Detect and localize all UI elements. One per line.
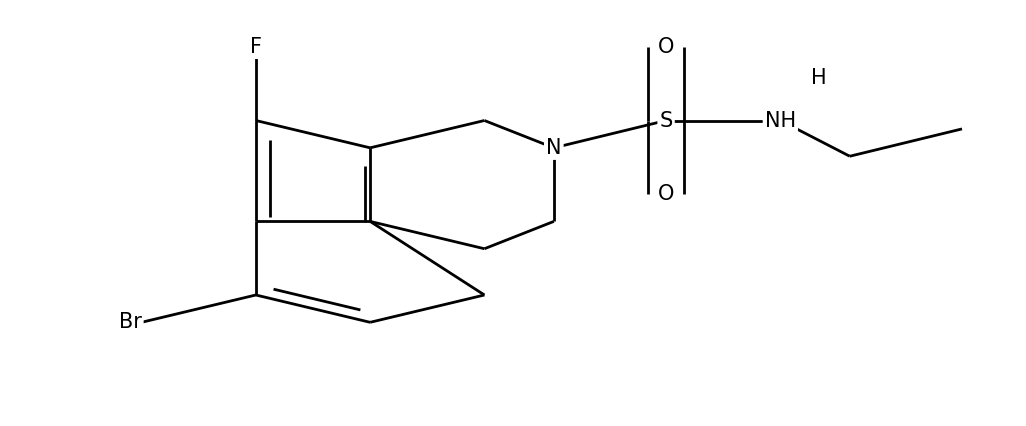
Text: N: N xyxy=(546,138,561,158)
Text: O: O xyxy=(658,184,674,204)
Text: Br: Br xyxy=(119,312,142,332)
Text: F: F xyxy=(250,37,262,57)
Text: NH: NH xyxy=(764,110,796,130)
Text: S: S xyxy=(660,110,673,130)
Text: O: O xyxy=(658,37,674,57)
Text: H: H xyxy=(812,69,827,89)
